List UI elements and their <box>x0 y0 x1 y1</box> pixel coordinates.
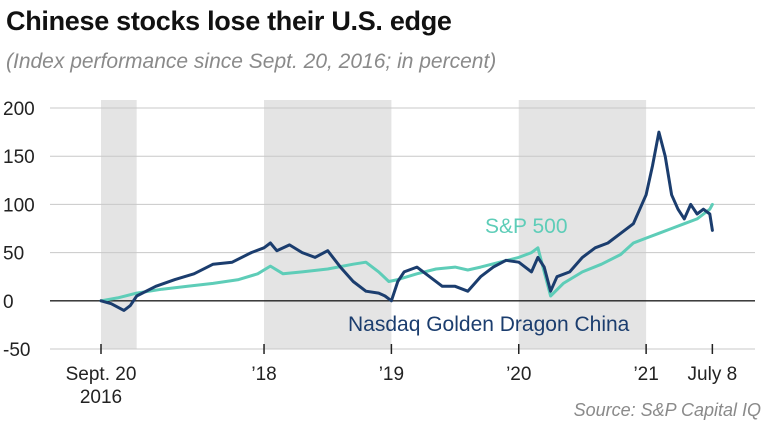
y-tick-label: 50 <box>3 244 24 265</box>
x-tick-label: July 8 <box>688 364 738 385</box>
x-tick-label: Sept. 20 2016 <box>66 364 137 408</box>
shaded-year-band <box>101 100 137 349</box>
y-tick-label: -50 <box>3 340 30 361</box>
series-line-sp500 <box>99 202 714 303</box>
series-line-nasdaq_china <box>99 130 714 312</box>
x-tick-label: ’20 <box>506 364 531 385</box>
y-tick-label: 0 <box>3 292 14 313</box>
x-tick-label: ’19 <box>379 364 404 385</box>
chart-subtitle: (Index performance since Sept. 20, 2016;… <box>6 50 497 73</box>
x-tick-label: ’21 <box>633 364 658 385</box>
series-annotation-nasdaq_china: Nasdaq Golden Dragon China <box>348 313 630 336</box>
shaded-year-band <box>518 100 647 349</box>
shaded-year-band <box>264 100 392 349</box>
y-tick-label: 200 <box>3 99 35 120</box>
series-annotation-sp500: S&P 500 <box>485 215 568 238</box>
source-note: Source: S&P Capital IQ <box>573 400 761 420</box>
x-tick-label: ’18 <box>251 364 276 385</box>
y-tick-label: 100 <box>3 195 35 216</box>
chart-title: Chinese stocks lose their U.S. edge <box>6 6 452 36</box>
y-tick-label: 150 <box>3 147 35 168</box>
